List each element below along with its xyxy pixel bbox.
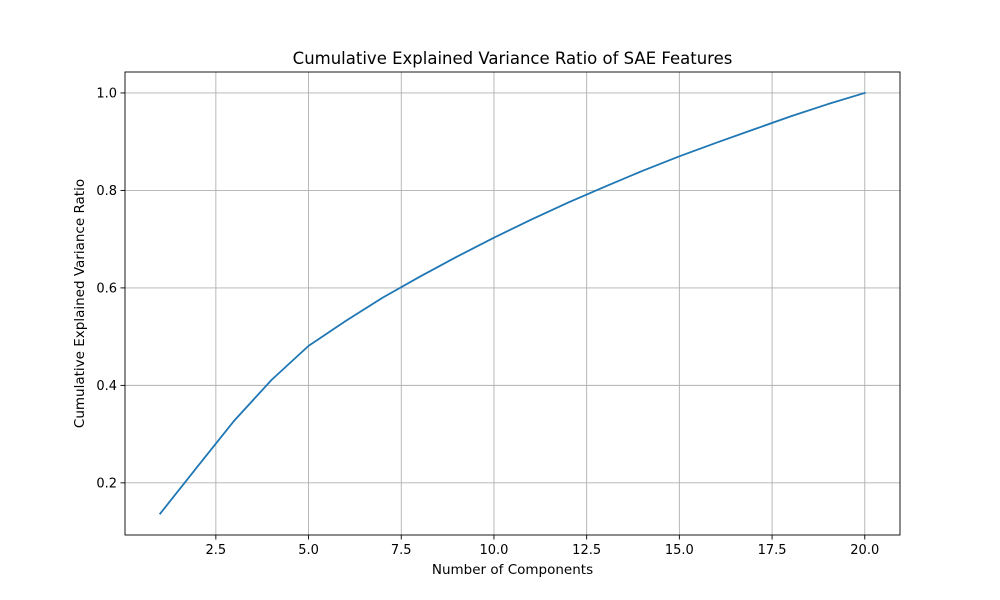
x-tick-label: 7.5 <box>391 543 412 558</box>
y-tick-label: 0.2 <box>96 476 117 491</box>
series-line <box>158 91 866 515</box>
chart-title: Cumulative Explained Variance Ratio of S… <box>293 49 733 68</box>
x-tick-label: 15.0 <box>665 543 694 558</box>
y-tick-label: 0.8 <box>96 184 117 199</box>
x-tick-label: 2.5 <box>206 543 227 558</box>
y-axis-label: Cumulative Explained Variance Ratio <box>72 179 88 428</box>
grid <box>125 72 900 535</box>
x-axis-label: Number of Components <box>432 562 593 578</box>
x-tick-label: 17.5 <box>758 543 787 558</box>
x-tick-label: 20.0 <box>850 543 879 558</box>
series-layer <box>158 91 866 515</box>
x-tick-label: 10.0 <box>479 543 508 558</box>
y-tick-label: 0.4 <box>96 379 117 394</box>
plot-area-frame <box>124 71 901 536</box>
y-tick-label: 1.0 <box>96 86 117 101</box>
x-tick-label: 12.5 <box>572 543 601 558</box>
ticks: 2.5 5.0 7.5 10.0 12.5 15.0 17.5 20.0 0.2 0.4 0.6 0.… <box>96 86 879 558</box>
y-tick-label: 0.6 <box>96 281 117 296</box>
x-tick-label: 5.0 <box>298 543 319 558</box>
